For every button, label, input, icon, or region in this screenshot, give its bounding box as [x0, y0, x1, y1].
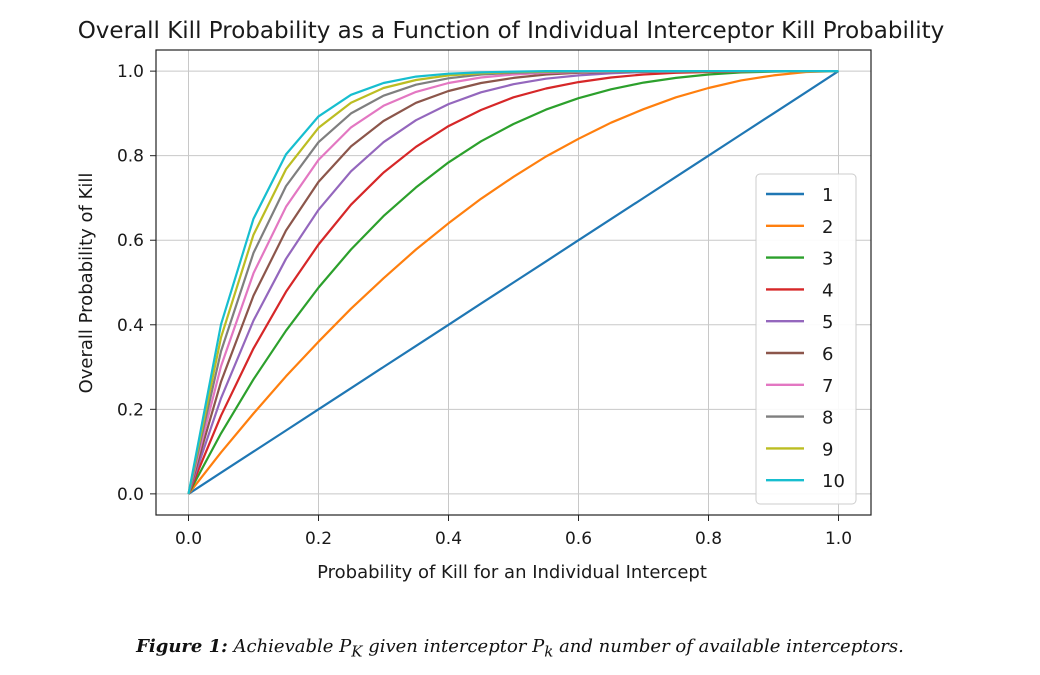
series-line-1 [187, 70, 840, 495]
legend-label-1: 1 [822, 185, 833, 206]
y-axis-label: Overall Probability of Kill [76, 173, 97, 394]
caption-symbol-pk-upper: P [339, 636, 352, 657]
y-tick-label: 0.8 [117, 147, 144, 167]
legend-label-8: 8 [822, 408, 833, 429]
legend-label-2: 2 [822, 217, 833, 238]
y-tick-label: 0.4 [117, 316, 144, 336]
caption-text-after: and number of available interceptors. [553, 636, 904, 657]
legend-label-3: 3 [822, 249, 833, 270]
series-lines [187, 69, 840, 495]
caption-label: Figure 1: [136, 636, 228, 657]
legend-label-7: 7 [822, 376, 833, 397]
series-line-10 [187, 69, 839, 495]
caption-sub-k-upper: K [351, 642, 363, 661]
x-tick-label: 0.0 [175, 529, 202, 549]
figure-caption: Figure 1: Achievable PK given intercepto… [0, 636, 1040, 661]
x-tick-label: 1.0 [825, 529, 852, 549]
y-tick-label: 0.2 [117, 400, 144, 420]
caption-text-mid: given interceptor [362, 636, 533, 657]
chart-title: Overall Kill Probability as a Function o… [78, 18, 945, 44]
legend-box [755, 173, 857, 505]
caption-symbol-pk-lower: P [532, 636, 545, 657]
x-tick-label: 0.8 [695, 529, 722, 549]
legend-label-5: 5 [822, 312, 833, 333]
legend-label-9: 9 [822, 439, 833, 460]
caption-text-before: Achievable [227, 636, 340, 657]
legend-label-6: 6 [822, 344, 833, 365]
series-line-3 [187, 69, 839, 495]
plot-frame [155, 49, 872, 516]
ticks: 0.0 0.2 0.4 0.6 0.8 1.0 0.0 0.2 0.4 0.6 0.8 1.0 [117, 62, 852, 549]
series-line-2 [187, 70, 839, 495]
y-tick-label: 0.0 [117, 485, 144, 505]
legend: 1 2 3 4 5 6 7 8 9 10 [755, 173, 857, 505]
legend-label-10: 10 [822, 471, 845, 492]
x-axis-label: Probability of Kill for an Individual In… [317, 562, 707, 583]
x-tick-label: 0.6 [565, 529, 592, 549]
x-tick-label: 0.4 [435, 529, 462, 549]
x-tick-label: 0.2 [305, 529, 332, 549]
y-tick-label: 0.6 [117, 231, 144, 251]
caption-sub-k-lower: k [544, 642, 554, 661]
legend-label-4: 4 [822, 280, 833, 301]
y-tick-label: 1.0 [117, 62, 144, 82]
